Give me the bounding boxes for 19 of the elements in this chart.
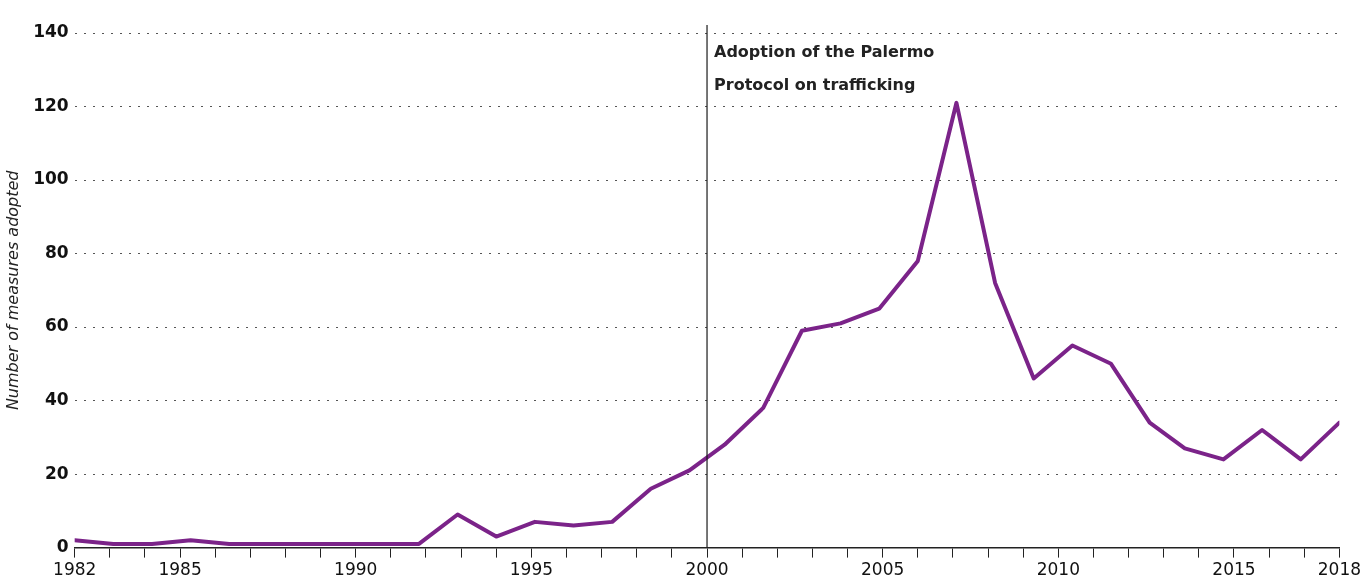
x-tick-label: 2005 [861, 559, 905, 580]
y-tick-label: 40 [45, 388, 69, 409]
y-tick-label: 100 [33, 168, 69, 189]
y-tick-label: 80 [45, 241, 69, 262]
x-tick-label: 1995 [509, 559, 554, 580]
x-tick-label: 2018 [1317, 559, 1361, 580]
y-tick-label: 140 [33, 21, 69, 42]
y-tick-label: 0 [56, 536, 69, 557]
ref-line-label: Adoption of the Palermo Protocol on trafficking [714, 42, 935, 95]
x-tick-label: 2015 [1212, 559, 1256, 580]
y-axis-title: Number of measures adopted [2, 169, 22, 411]
x-tick-label: 1985 [158, 559, 202, 580]
x-tick-label: 2010 [1036, 559, 1080, 580]
x-tick-label: 2000 [685, 559, 729, 580]
x-tick-label: 1990 [334, 559, 378, 580]
y-tick-label: 20 [45, 462, 69, 483]
x-tick-label: 1982 [53, 559, 97, 580]
y-tick-label: 60 [45, 315, 69, 336]
y-tick-label: 120 [33, 94, 69, 115]
